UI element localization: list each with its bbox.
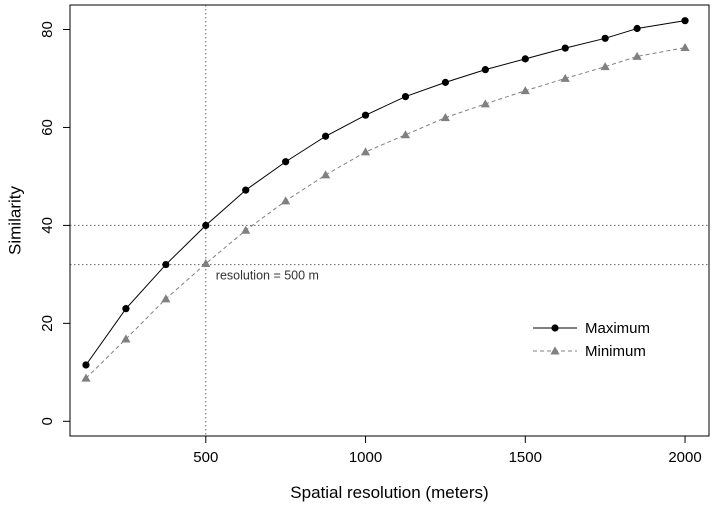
series-layer bbox=[81, 17, 690, 382]
legend-minimum-marker bbox=[550, 346, 560, 355]
series-minimum-point bbox=[520, 86, 530, 95]
series-minimum-point bbox=[281, 196, 291, 205]
series-minimum-point bbox=[321, 170, 331, 179]
series-maximum-point bbox=[162, 260, 170, 269]
series-maximum-point bbox=[681, 17, 689, 25]
legend: Maximum Minimum bbox=[533, 320, 650, 360]
series-maximum bbox=[82, 17, 689, 369]
series-maximum-point bbox=[633, 24, 641, 33]
series-minimum-point bbox=[480, 99, 490, 108]
series-minimum bbox=[81, 43, 690, 382]
series-minimum-point bbox=[81, 373, 91, 382]
y-tick-label: 60 bbox=[39, 119, 56, 136]
reference-lines bbox=[70, 5, 709, 436]
series-maximum-point bbox=[441, 78, 450, 86]
series-maximum-point bbox=[82, 361, 90, 369]
series-maximum-point bbox=[361, 111, 370, 119]
series-maximum-point bbox=[122, 305, 130, 313]
series-maximum-point bbox=[561, 44, 569, 52]
series-maximum-point bbox=[481, 66, 489, 74]
series-maximum-point bbox=[322, 132, 330, 140]
series-minimum-point bbox=[360, 147, 371, 156]
series-maximum-point bbox=[202, 221, 210, 229]
series-minimum-point bbox=[161, 294, 171, 303]
y-tick-label: 0 bbox=[39, 417, 56, 425]
x-tick-label: 2000 bbox=[668, 449, 701, 466]
legend-maximum-label: Maximum bbox=[585, 320, 650, 337]
series-minimum-point bbox=[632, 51, 642, 60]
x-axis-title: Spatial resolution (meters) bbox=[290, 483, 488, 502]
y-axis-title: Similarity bbox=[5, 186, 24, 255]
y-tick-label: 40 bbox=[39, 217, 56, 234]
series-maximum-line bbox=[85, 20, 686, 366]
series-maximum-point bbox=[242, 186, 250, 194]
resolution-annotation: resolution = 500 m bbox=[216, 269, 319, 283]
series-minimum-point bbox=[241, 225, 251, 234]
x-axis: 500 1000 1500 2000 bbox=[193, 436, 702, 466]
y-tick-label: 80 bbox=[39, 21, 56, 38]
series-minimum-point bbox=[440, 113, 451, 122]
x-tick-label: 500 bbox=[193, 449, 218, 466]
series-minimum-point bbox=[400, 130, 411, 139]
legend-minimum-label: Minimum bbox=[585, 343, 646, 360]
series-maximum-point bbox=[401, 92, 410, 101]
series-minimum-point bbox=[121, 334, 131, 343]
series-minimum-point bbox=[560, 73, 570, 82]
series-minimum-point bbox=[680, 43, 690, 52]
x-tick-label: 1500 bbox=[509, 449, 542, 466]
series-maximum-point bbox=[521, 55, 529, 63]
legend-maximum-marker bbox=[551, 324, 559, 332]
x-tick-label: 1000 bbox=[349, 449, 382, 466]
y-axis: 0 20 40 60 80 bbox=[39, 21, 70, 425]
series-maximum-point bbox=[601, 34, 609, 42]
series-minimum-point bbox=[201, 259, 211, 268]
y-tick-label: 20 bbox=[39, 315, 56, 332]
plot-frame bbox=[69, 4, 710, 437]
series-minimum-point bbox=[600, 62, 610, 71]
series-maximum-point bbox=[282, 158, 290, 166]
